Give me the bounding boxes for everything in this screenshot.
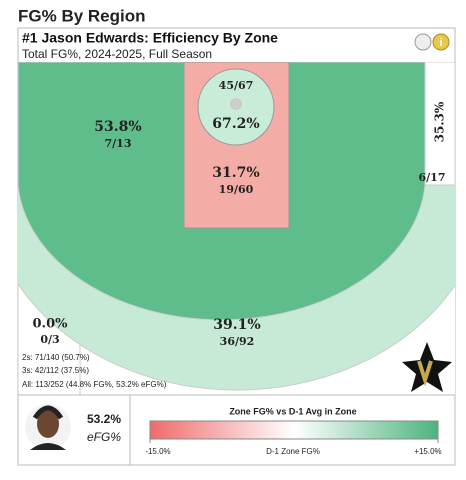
info-icon: i [439,37,442,49]
zone-shots: 0/3 [40,333,59,346]
zone-pct: 0.0% [33,317,69,332]
settings-button[interactable] [414,33,432,51]
zone-pct: 53.8% [94,119,141,135]
player-efg: 53.2% [87,412,121,426]
summary-line: 2s: 71/140 (50.7%) [22,353,90,362]
page-title: FG% By Region [18,6,146,25]
rim [230,98,242,110]
colorbar-tick-label: +15.0% [414,447,441,456]
colorbar-title: Zone FG% vs D-1 Avg in Zone [229,406,356,416]
zone-shots: 6/17 [419,171,446,184]
colorbar-label: D-1 Zone FG% [266,447,320,456]
summary-line: 3s: 42/112 (37.5%) [22,366,89,375]
zone-pct: 31.7% [212,165,259,181]
header-subtitle: Total FG%, 2024-2025, Full Season [22,47,212,61]
header-title: #1 Jason Edwards: Efficiency By Zone [22,30,278,46]
info-button[interactable] [432,33,450,51]
court [18,62,455,395]
player-avatar [25,404,71,450]
zone-pct: 35.3% [433,101,447,142]
zone-shots: 7/13 [105,137,132,150]
zone-shots: 19/60 [219,183,254,196]
colorbar-tick-label: -15.0% [145,447,170,456]
player-efg-caption: eFG% [87,430,121,444]
zone-pct: 39.1% [213,317,260,333]
zone-shots: 45/67 [219,79,254,92]
zone-pct: 67.2% [212,116,259,132]
team-logo [402,342,452,392]
zone-shots: 36/92 [220,335,255,348]
colorbar [149,420,439,440]
summary-line: All: 113/252 (44.8% FG%, 53.2% eFG%) [22,380,167,389]
zone-right-corner [424,62,455,186]
